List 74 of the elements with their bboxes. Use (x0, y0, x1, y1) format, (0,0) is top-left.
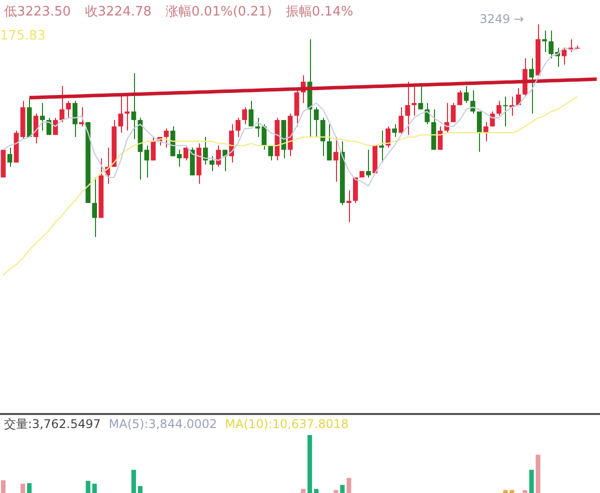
bar (334, 490, 338, 493)
candlestick (502, 96, 508, 127)
candlestick (164, 128, 169, 148)
candlestick (46, 117, 52, 136)
candlestick (326, 124, 332, 161)
candlestick (333, 136, 338, 182)
bar (138, 486, 142, 493)
candlestick (386, 126, 390, 148)
candlestick (457, 90, 462, 106)
candlestick (7, 147, 12, 168)
candlestick (216, 145, 221, 168)
candlestick (60, 85, 64, 123)
candlestick (366, 149, 371, 178)
bar (0, 480, 6, 493)
candlestick (516, 88, 521, 106)
candlestick (183, 145, 188, 161)
candlestick (542, 30, 548, 52)
text: MA(10):10,637.8018 (225, 417, 349, 432)
candlestick (450, 102, 456, 123)
candlestick (92, 176, 98, 238)
candlestick (52, 117, 58, 136)
text: 交量:3,762.5497 (4, 417, 101, 432)
candlestick (268, 145, 274, 161)
candlestick (562, 47, 567, 66)
bar (92, 484, 97, 493)
text: 振幅0.14% (286, 4, 354, 20)
text: 涨幅0.01%(0.21) (166, 4, 272, 20)
bar (86, 480, 90, 493)
candlestick (131, 72, 136, 140)
candlestick (40, 102, 45, 132)
candlestick (476, 111, 482, 152)
bar (503, 490, 508, 493)
candlestick (124, 94, 130, 132)
bar (308, 435, 312, 493)
candlestick (118, 94, 124, 134)
bar (340, 484, 345, 493)
candlestick (398, 106, 404, 136)
candlestick (202, 136, 208, 166)
text: 低3223.50 (4, 4, 71, 20)
candlestick (33, 113, 38, 144)
candlestick (496, 100, 502, 116)
candlestick (144, 145, 150, 178)
candlestick (392, 124, 398, 138)
candlestick (346, 190, 352, 223)
candlestick (320, 117, 326, 157)
bar (510, 490, 514, 493)
candlestick (379, 130, 384, 164)
candlestick (314, 106, 319, 138)
bar (522, 490, 528, 493)
bar (20, 484, 26, 493)
candlestick (242, 106, 248, 125)
bar (300, 488, 306, 493)
annotation: 3249 → (480, 12, 524, 26)
candlestick (210, 156, 214, 172)
bar (131, 470, 136, 493)
candlestick (236, 117, 240, 138)
candlestick (294, 88, 300, 127)
text: MA(5):3,844.0002 (108, 417, 218, 432)
bar (529, 470, 534, 493)
candlestick (150, 136, 156, 161)
candlestick (490, 111, 495, 127)
bar (536, 454, 540, 493)
candlestick (464, 85, 469, 104)
candlestick (529, 58, 534, 114)
candlestick (72, 100, 78, 138)
annotation: 175.83 (0, 28, 46, 44)
candlestick (66, 100, 71, 118)
candlestick (79, 106, 84, 127)
candlestick (405, 81, 410, 136)
candlestick (248, 100, 254, 127)
bar (314, 488, 319, 493)
text: 收3224.78 (84, 4, 152, 20)
bar (27, 483, 32, 493)
bar (346, 478, 352, 493)
